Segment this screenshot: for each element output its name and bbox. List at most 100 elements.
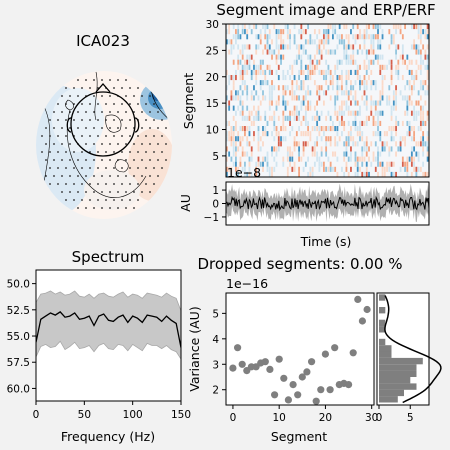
segment-image-cell: [404, 110, 406, 116]
segment-image-cell: [316, 59, 319, 65]
segment-image-cell: [359, 29, 361, 35]
segment-image-cell: [359, 105, 361, 111]
sensor-dot: [133, 159, 135, 161]
segment-image-cell: [244, 24, 246, 30]
sensor-dot: [141, 111, 143, 113]
segment-image-cell: [298, 49, 300, 55]
segment-image-cell: [408, 126, 411, 132]
segment-image-cell: [332, 126, 334, 132]
segment-image-cell: [426, 171, 429, 177]
sensor-dot: [141, 143, 143, 145]
segment-image-cell: [271, 100, 273, 106]
segment-image-cell: [399, 141, 402, 147]
sensor-dot: [49, 167, 51, 169]
segment-image-cell: [268, 69, 271, 75]
sensor-dot: [145, 151, 147, 153]
segment-image-cell: [392, 34, 395, 40]
segment-image-cell: [368, 156, 370, 162]
segment-image-cell: [395, 95, 397, 101]
segment-image-cell: [309, 136, 312, 142]
segment-image-cell: [404, 85, 406, 91]
segment-image-cell: [298, 29, 300, 35]
sensor-dot: [121, 135, 123, 137]
segment-image-cell: [354, 69, 357, 75]
segment-image-cell: [304, 120, 307, 126]
segment-image-cell: [406, 166, 409, 172]
spectrum-ytick-label: 57.5: [7, 357, 30, 369]
segment-image-cell: [365, 85, 368, 91]
segment-image-cell: [289, 64, 291, 70]
segment-image-cell: [352, 59, 355, 65]
spectrum-mean-line: [36, 311, 181, 348]
segment-image-cell: [395, 126, 397, 132]
segment-image-cell: [250, 151, 253, 157]
segment-image-cell: [237, 64, 240, 70]
segment-image-cell: [406, 120, 409, 126]
segment-image-cell: [230, 141, 233, 147]
segment-image-cell: [347, 136, 350, 142]
segment-image-cell: [408, 156, 411, 162]
segment-image-cell: [341, 39, 343, 45]
segment-image-cell: [406, 156, 409, 162]
segment-image-cell: [377, 44, 379, 50]
segment-image-cell: [372, 100, 375, 106]
dropped-title: Dropped segments: 0.00 %: [198, 255, 403, 273]
segment-image-cell: [318, 29, 321, 35]
segment-image-cell: [262, 80, 264, 86]
segment-image-cell: [302, 146, 305, 152]
segment-image-cell: [329, 126, 332, 132]
segment-image-cell: [336, 59, 339, 65]
segment-image-cell: [426, 85, 429, 91]
segment-image-cell: [374, 105, 377, 111]
segment-image-cell: [316, 156, 319, 162]
segment-image-cell: [415, 100, 418, 106]
segment-image-cell: [356, 64, 359, 70]
segment-image-cell: [341, 85, 343, 91]
segment-image-cell: [395, 29, 397, 35]
segment-image-cell: [404, 141, 406, 147]
sensor-dot: [157, 175, 159, 177]
segment-image-cell: [309, 54, 312, 60]
segment-image-cell: [228, 39, 231, 45]
segment-image-cell: [408, 131, 411, 137]
segment-image-cell: [309, 90, 312, 96]
segment-image-cell: [327, 64, 330, 70]
segment-image-cell: [365, 80, 368, 86]
segment-image-cell: [307, 69, 309, 75]
segment-image-cell: [374, 85, 377, 91]
segment-image-cell: [293, 90, 296, 96]
segment-image-cell: [248, 141, 251, 147]
sensor-dot: [85, 127, 87, 129]
segment-image-cell: [325, 59, 328, 65]
segment-image-cell: [268, 49, 271, 55]
segment-image-cell: [259, 115, 262, 121]
sensor-dot: [145, 183, 147, 185]
segment-image-cell: [406, 131, 409, 137]
segment-image-cell: [334, 151, 337, 157]
sensor-dot: [81, 167, 83, 169]
sensor-dot: [129, 167, 131, 169]
segment-image-cell: [426, 136, 429, 142]
sensor-dot: [109, 127, 111, 129]
segment-image-cell: [417, 44, 420, 50]
sensor-dot: [125, 159, 127, 161]
segment-image-cell: [228, 100, 231, 106]
segment-image-cell: [365, 34, 368, 40]
segment-image-cell: [415, 44, 418, 50]
segment-image-cell: [424, 80, 427, 86]
segment-image-cell: [241, 126, 244, 132]
segment-image-cell: [404, 95, 406, 101]
segment-image-cell: [302, 100, 305, 106]
segment-image-cell: [318, 156, 321, 162]
segment-image-cell: [399, 136, 402, 142]
segment-image-cell: [289, 131, 291, 137]
segment-image-cell: [266, 151, 269, 157]
segment-image-cell: [253, 120, 255, 126]
segment-image-cell: [410, 85, 413, 91]
sensor-dot: [137, 87, 139, 89]
sensor-dot: [73, 183, 75, 185]
segment-image-cell: [293, 110, 296, 116]
segment-image-cell: [386, 131, 388, 137]
segment-image-cell: [230, 126, 233, 132]
segment-image-cell: [300, 44, 303, 50]
